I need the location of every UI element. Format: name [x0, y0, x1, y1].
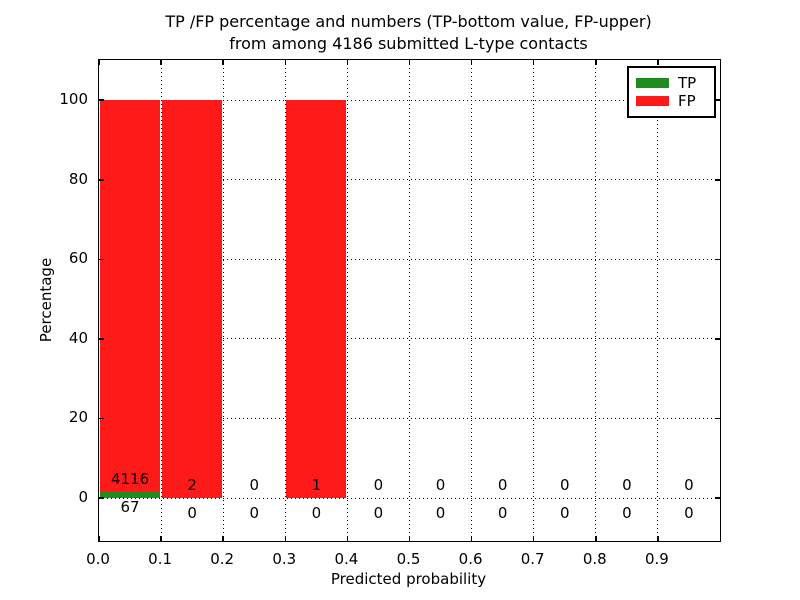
x-axis-tick-top	[222, 60, 224, 65]
x-axis-tick	[284, 536, 287, 541]
fp-count-label: 0	[249, 476, 260, 495]
y-axis-tick	[99, 99, 104, 101]
tp-count-label: 0	[559, 504, 570, 523]
x-gridline	[471, 60, 473, 541]
tp-count-label: 0	[373, 504, 384, 523]
tp-bar	[100, 491, 161, 499]
x-tick-label: 0.8	[582, 550, 607, 568]
y-tick-label: 100	[59, 90, 88, 109]
x-axis-tick-top	[284, 60, 287, 65]
y-tick-label: 40	[68, 328, 88, 347]
x-gridline	[346, 60, 348, 541]
tp-count-label: 0	[249, 504, 260, 523]
x-axis-tick	[98, 536, 100, 541]
x-axis-tick	[408, 536, 411, 541]
y-axis-tick-right	[715, 497, 720, 499]
x-tick-label: 0.9	[644, 550, 669, 568]
x-axis-tick-top	[346, 60, 349, 65]
x-tick-label: 0.7	[520, 550, 545, 568]
legend-entry-fp: FP	[636, 93, 708, 109]
x-axis-tick	[346, 536, 349, 541]
x-axis-tick	[532, 536, 535, 541]
x-axis-tick	[595, 536, 597, 541]
tp-count-label: 0	[187, 504, 197, 523]
fp-bar	[286, 100, 347, 499]
y-axis-tick-right	[715, 99, 720, 101]
x-tick-label: 0.2	[210, 550, 235, 568]
y-axis-tick	[99, 497, 104, 499]
y-axis-tick-right	[715, 179, 720, 181]
y-tick-label: 20	[68, 408, 88, 427]
tp-legend-swatch	[636, 78, 669, 88]
fp-count-label: 1	[311, 476, 322, 495]
fp-count-label: 0	[497, 476, 508, 495]
x-tick-label: 0.0	[86, 550, 110, 568]
fp-count-label: 0	[622, 476, 632, 495]
fp-bar	[162, 100, 223, 499]
fp-legend-swatch	[636, 96, 669, 106]
y-axis-tick	[99, 338, 104, 340]
legend-box: TP FP	[627, 66, 716, 118]
y-axis-tick-right	[715, 258, 720, 261]
fp-legend-label: FP	[678, 92, 696, 110]
y-axis-tick	[99, 417, 104, 420]
x-axis-tick	[470, 536, 473, 541]
x-tick-label: 0.5	[396, 550, 421, 568]
x-axis-label: Predicted probability	[330, 570, 487, 588]
y-tick-label: 0	[78, 488, 88, 507]
chart-title-line2: from among 4186 submitted L-type contact…	[229, 34, 588, 53]
fp-count-label: 2	[187, 476, 197, 495]
x-axis-tick-top	[532, 60, 535, 65]
x-tick-label: 0.6	[458, 550, 483, 568]
x-gridline	[595, 60, 597, 541]
x-axis-tick-top	[470, 60, 473, 65]
y-axis-tick	[99, 258, 104, 261]
y-axis-tick-right	[715, 338, 720, 340]
x-axis-tick	[222, 536, 224, 541]
y-axis-tick-right	[715, 417, 720, 420]
y-tick-label: 60	[68, 249, 88, 268]
x-axis-tick	[160, 536, 162, 541]
fp-bar	[100, 100, 161, 492]
x-axis-tick-top	[98, 60, 100, 65]
x-axis-tick	[657, 536, 659, 541]
x-gridline	[533, 60, 535, 541]
fp-count-label: 4116	[110, 469, 150, 488]
y-tick-label: 80	[68, 169, 88, 188]
fp-count-label: 0	[559, 476, 570, 495]
x-gridline	[160, 60, 162, 541]
fp-count-label: 0	[684, 476, 694, 495]
tp-count-label: 0	[622, 504, 632, 523]
x-tick-label: 0.4	[334, 550, 359, 568]
x-tick-label: 0.3	[272, 550, 297, 568]
fp-count-label: 0	[435, 476, 446, 495]
tp-count-label: 0	[684, 504, 694, 523]
x-tick-label: 0.1	[148, 550, 173, 568]
x-gridline	[222, 60, 224, 541]
tp-count-label: 0	[435, 504, 446, 523]
x-axis-tick-top	[657, 60, 659, 65]
tp-legend-label: TP	[678, 74, 697, 92]
legend-entry-tp: TP	[636, 75, 708, 91]
tp-count-label: 0	[497, 504, 508, 523]
chart-title-line1: TP /FP percentage and numbers (TP-bottom…	[165, 12, 652, 31]
y-axis-tick	[99, 179, 104, 181]
x-axis-tick-top	[160, 60, 162, 65]
x-gridline	[284, 60, 286, 541]
chart-title: TP /FP percentage and numbers (TP-bottom…	[98, 11, 719, 55]
plot-area: TP FP 4116 67 2 0 0 0 1 0 0 0 0 0 0 0 0 0 0 0 0 0	[98, 59, 721, 542]
x-gridline	[409, 60, 410, 541]
x-axis-tick-top	[595, 60, 597, 65]
x-axis-tick-top	[408, 60, 411, 65]
tp-count-label: 67	[120, 497, 140, 516]
fp-count-label: 0	[373, 476, 384, 495]
tp-count-label: 0	[311, 504, 322, 523]
x-gridline	[657, 60, 659, 541]
